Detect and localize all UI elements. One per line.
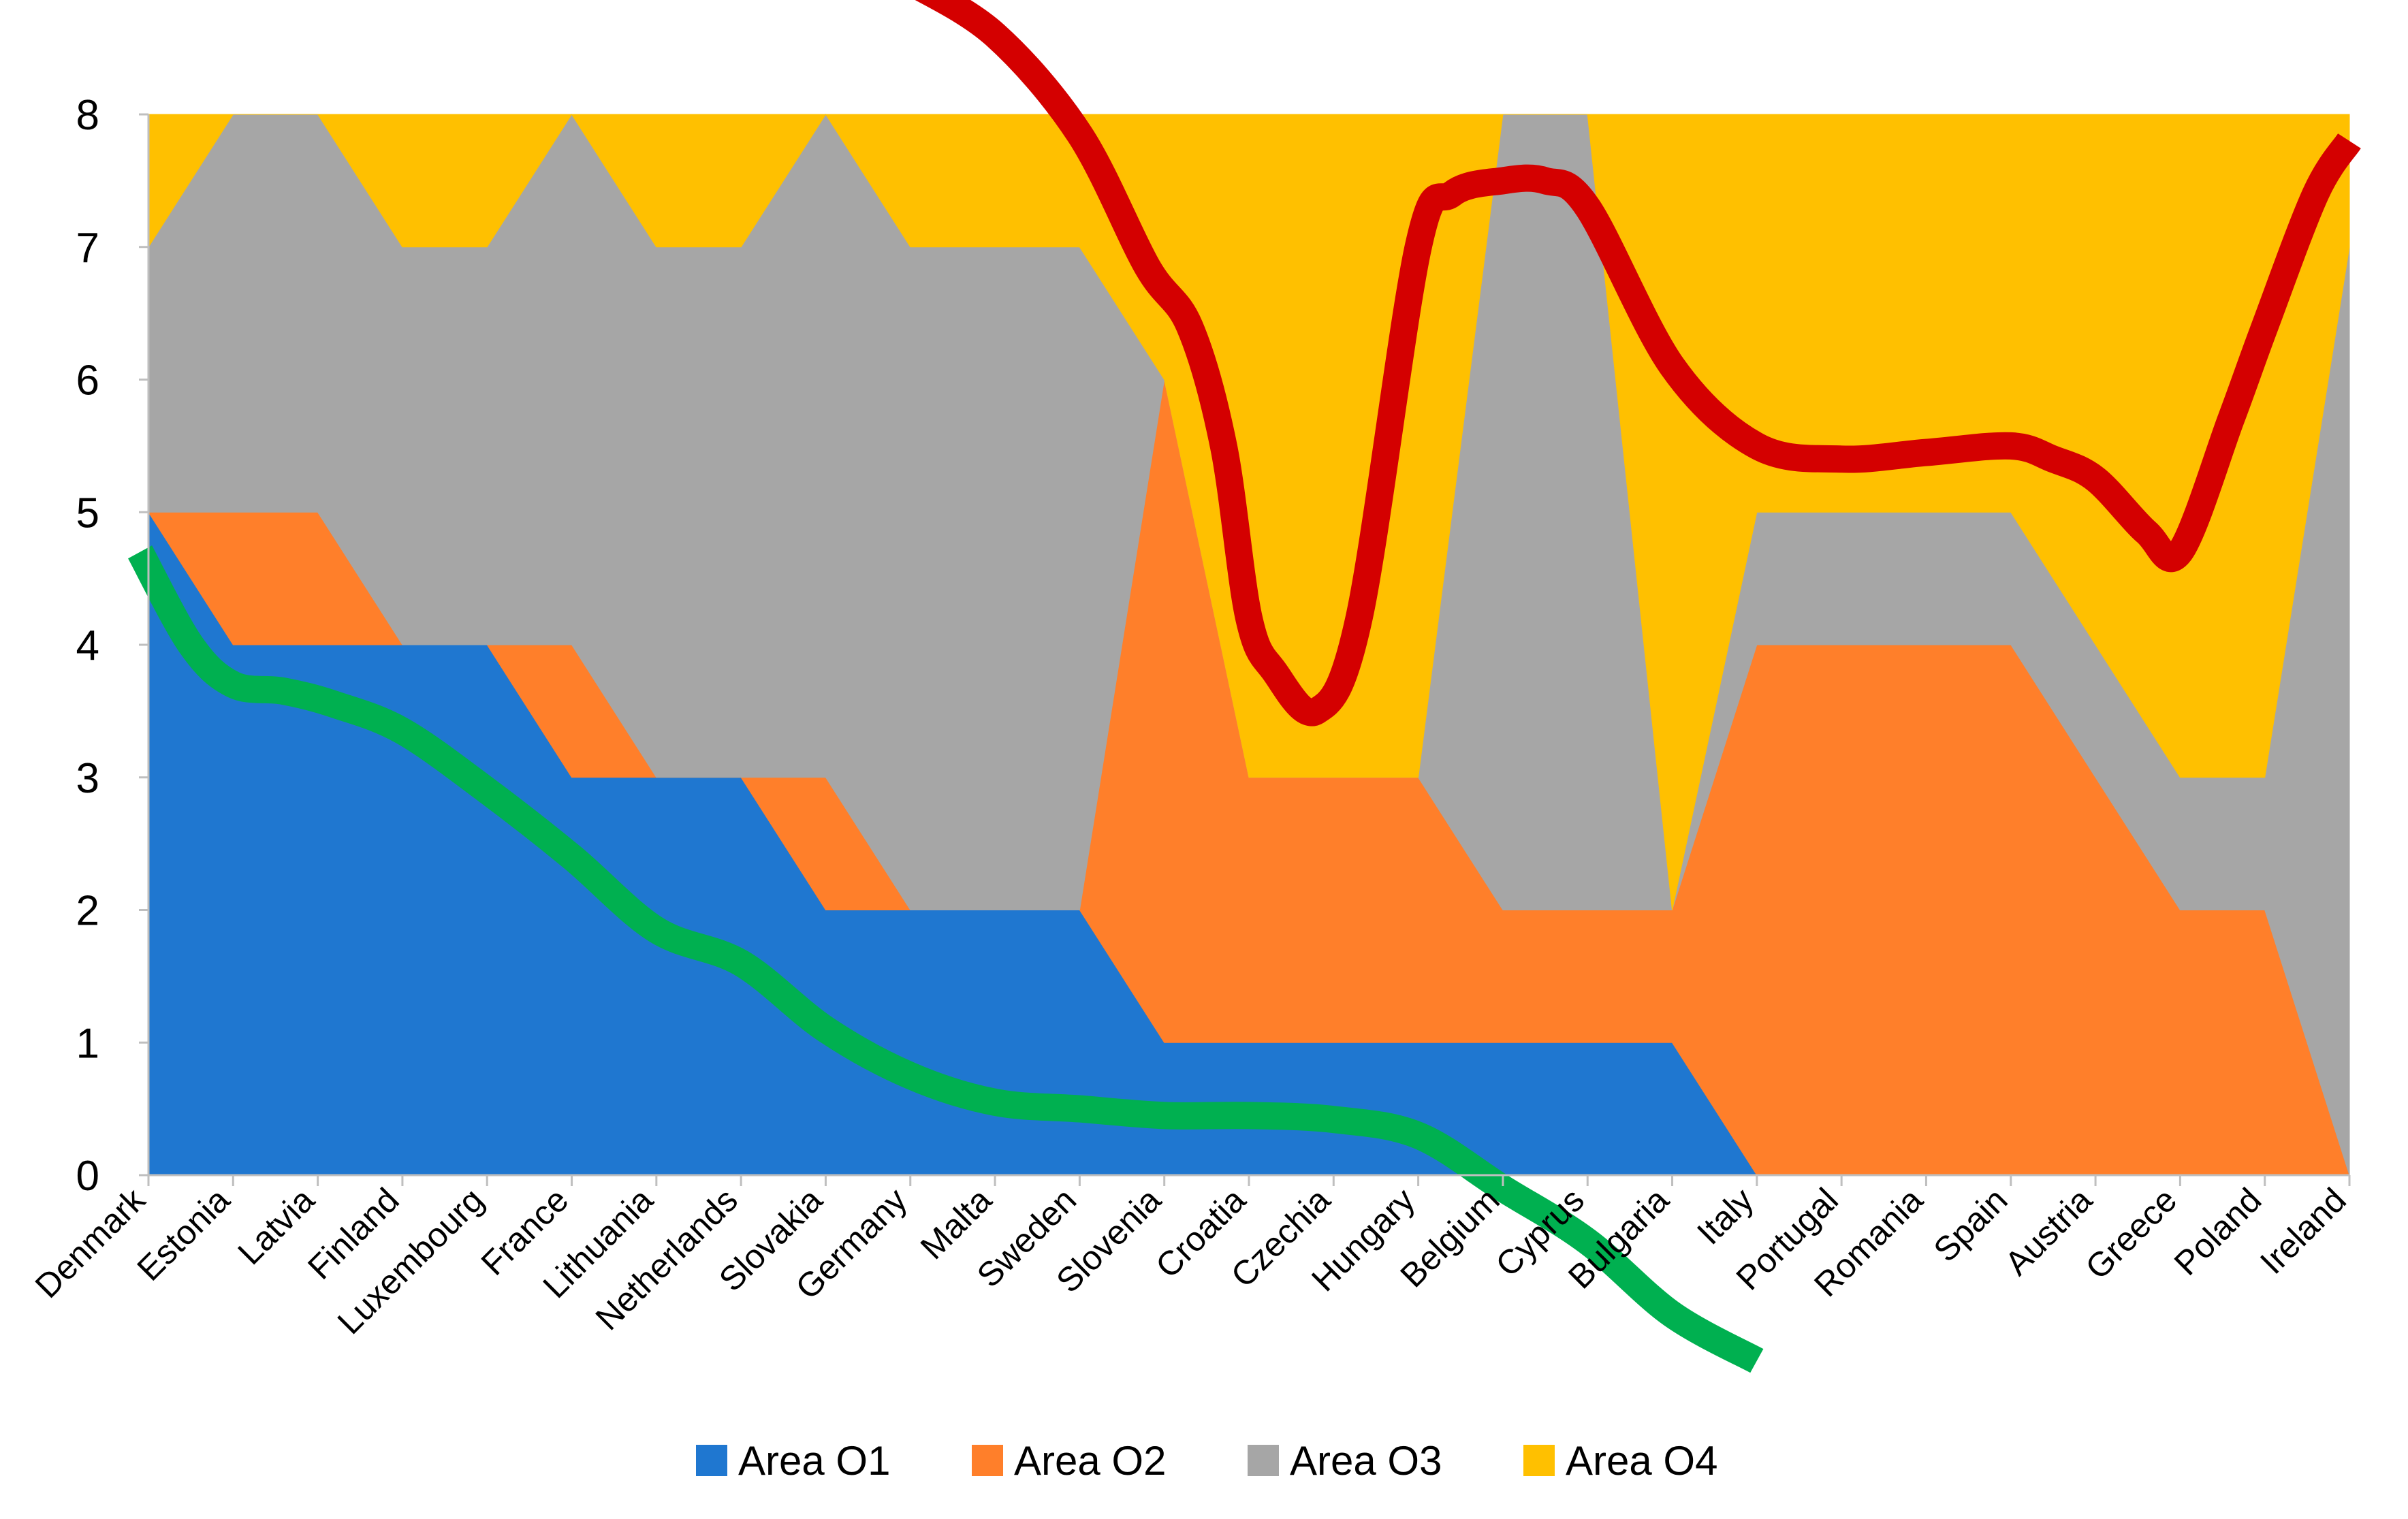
y-tick-label: 3 <box>76 755 99 802</box>
legend-label-area-o4: Area O4 <box>1566 1438 1717 1484</box>
x-tick-label-italy: Italy <box>1690 1181 1760 1251</box>
x-tick-label-poland: Poland <box>2167 1181 2269 1283</box>
area-area-o4 <box>148 114 2350 910</box>
y-tick-label: 2 <box>76 888 99 935</box>
legend-swatch-area-o3 <box>1248 1445 1279 1476</box>
y-tick-label: 4 <box>76 622 99 669</box>
x-tick-label-luxembourg: Luxembourg <box>330 1181 491 1341</box>
y-tick-label: 5 <box>76 490 99 537</box>
legend-swatch-area-o4 <box>1523 1445 1555 1476</box>
x-tick-label-greece: Greece <box>2078 1181 2185 1287</box>
legend-label-area-o3: Area O3 <box>1290 1438 1442 1484</box>
y-tick-label: 0 <box>76 1153 99 1200</box>
legend-label-area-o2: Area O2 <box>1014 1438 1166 1484</box>
overlay-curve-1 <box>127 545 1764 1373</box>
overlay-lines-group <box>127 0 2361 1373</box>
x-tick-label-estonia: Estonia <box>130 1181 238 1288</box>
legend-swatch-area-o1 <box>696 1445 727 1476</box>
legend-label-area-o1: Area O1 <box>738 1438 890 1484</box>
y-tick-label: 1 <box>76 1020 99 1067</box>
legend-swatch-area-o2 <box>972 1445 1003 1476</box>
overlay-curve-2 <box>915 0 2361 726</box>
x-tick-label-ireland: Ireland <box>2253 1181 2354 1281</box>
x-tick-label-austria: Austria <box>1997 1181 2100 1283</box>
y-tick-label: 6 <box>76 357 99 404</box>
y-tick-label: 8 <box>76 92 99 139</box>
y-tick-label: 7 <box>76 225 99 272</box>
chart-legend: Area O1 Area O2 Area O3 Area O4 <box>696 1438 1717 1484</box>
